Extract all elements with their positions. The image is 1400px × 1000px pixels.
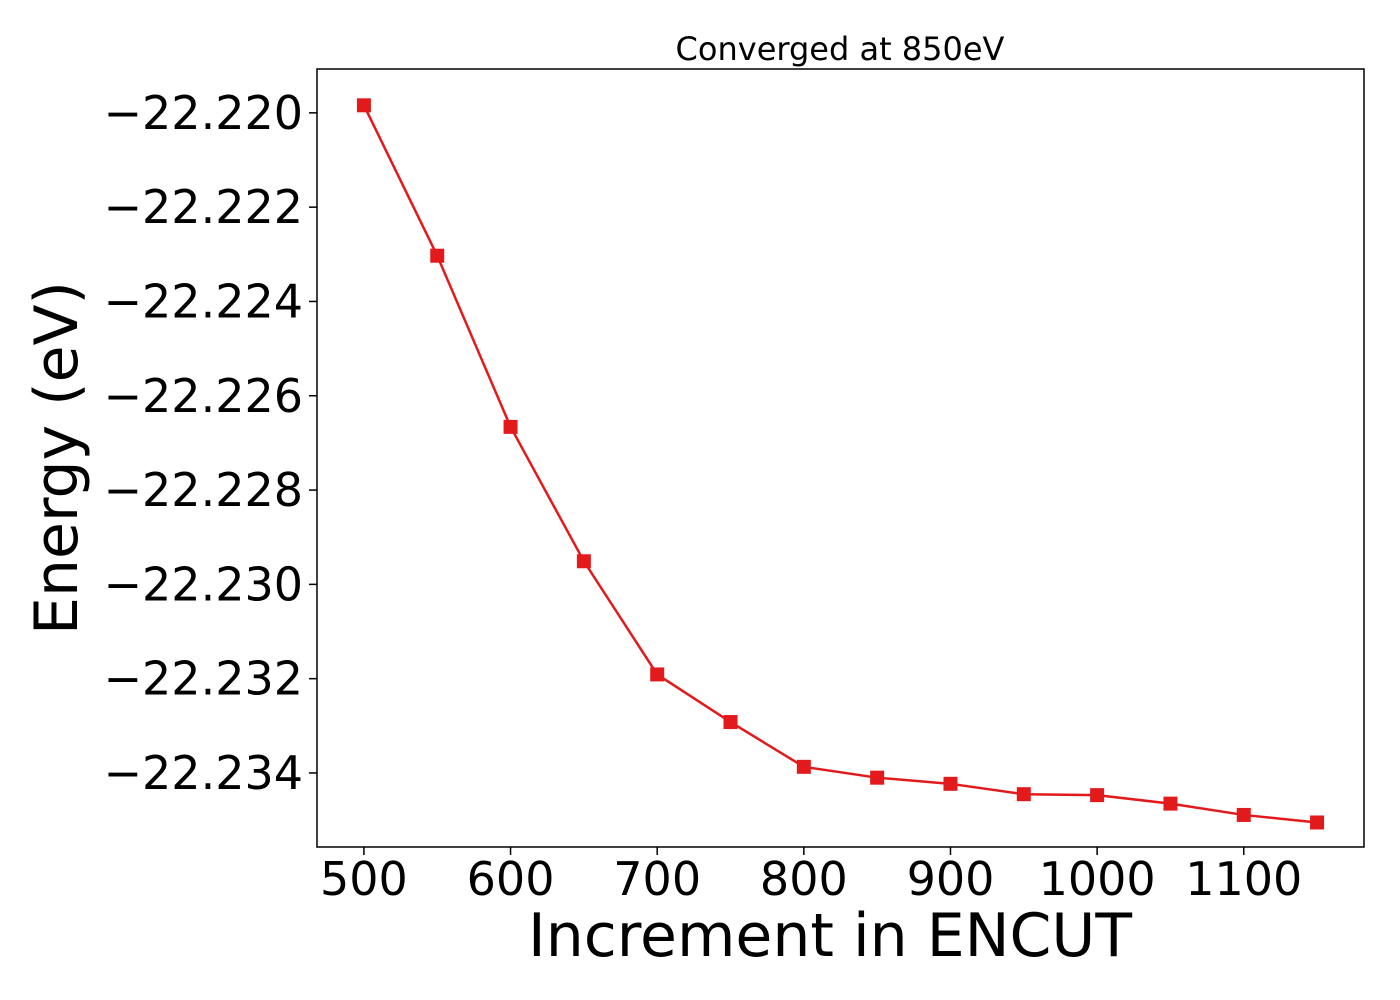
y-tick-label: −22.224 bbox=[104, 274, 304, 328]
data-point-marker bbox=[1236, 807, 1251, 822]
x-tick-label: 900 bbox=[907, 852, 995, 906]
y-axis-label: Energy (eV) bbox=[22, 281, 92, 635]
plot-frame bbox=[316, 68, 1365, 848]
series-line bbox=[362, 104, 1318, 824]
data-point-marker bbox=[1090, 788, 1105, 803]
y-tick-label: −22.234 bbox=[104, 746, 304, 800]
x-tick-label: 1000 bbox=[1039, 852, 1156, 906]
data-point-marker bbox=[1163, 796, 1178, 811]
axis-ticks: 500 600 700 800 900 1000 1100 −22.220 −22.222 −22… bbox=[104, 86, 1303, 906]
y-tick-label: −22.228 bbox=[104, 463, 304, 517]
y-tick-label: −22.232 bbox=[104, 652, 304, 706]
y-tick-label: −22.230 bbox=[104, 557, 304, 611]
data-point-marker bbox=[870, 770, 885, 785]
x-tick-label: 500 bbox=[320, 852, 408, 906]
data-point-marker bbox=[430, 248, 445, 263]
chart-title: Converged at 850eV bbox=[676, 30, 1005, 68]
x-axis-label: Increment in ENCUT bbox=[528, 901, 1132, 971]
y-tick-label: −22.222 bbox=[104, 180, 304, 234]
data-point-marker bbox=[1310, 815, 1325, 830]
data-point-marker bbox=[503, 419, 518, 434]
data-point-marker bbox=[356, 98, 371, 113]
y-tick-label: −22.226 bbox=[104, 369, 304, 423]
series-layer bbox=[356, 98, 1325, 830]
data-point-marker bbox=[576, 554, 591, 569]
data-point-marker bbox=[796, 759, 811, 774]
y-tick-label: −22.220 bbox=[104, 86, 304, 140]
data-point-marker bbox=[1016, 787, 1031, 802]
x-tick-label: 600 bbox=[467, 852, 555, 906]
data-point-marker bbox=[723, 715, 738, 730]
x-tick-label: 700 bbox=[613, 852, 701, 906]
data-point-marker bbox=[650, 667, 665, 682]
x-tick-label: 1100 bbox=[1185, 852, 1302, 906]
x-tick-label: 800 bbox=[760, 852, 848, 906]
data-point-marker bbox=[943, 776, 958, 791]
